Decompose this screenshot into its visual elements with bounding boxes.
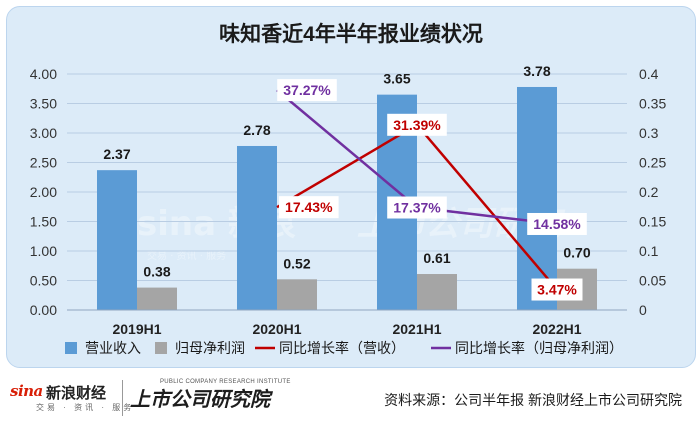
right-axis: 0 0.05 0.1 0.15 0.2 0.25 0.3 0.35 0.4 xyxy=(639,66,666,318)
bar-value-label: 0.70 xyxy=(563,245,590,261)
growth-label-box xyxy=(527,212,587,235)
right-tick-label: 0.35 xyxy=(639,96,666,112)
bars: 2.37 2.78 3.65 3.78 0.38 0.52 0.61 0.70 xyxy=(97,63,597,311)
chart-svg: 味知香近4年半年报业绩状况 sina 新浪 交易 · 资讯 · 服务 上市公司研… xyxy=(30,22,667,356)
left-tick-label: 1.00 xyxy=(30,243,57,259)
chart-title: 味知香近4年半年报业绩状况 xyxy=(219,22,483,46)
bar-value-label: 2.37 xyxy=(103,146,130,162)
left-tick-label: 2.50 xyxy=(30,155,57,171)
growth-label-box xyxy=(387,196,447,219)
x-axis: 2019H1 2020H1 2021H1 2022H1 xyxy=(67,309,627,337)
bar-value-label: 0.52 xyxy=(283,255,310,271)
left-tick-label: 4.00 xyxy=(30,66,57,82)
bar-value-label: 2.78 xyxy=(243,122,270,138)
bar-revenue xyxy=(517,86,557,310)
bar-net-profit xyxy=(137,287,177,310)
x-tick-label: 2020H1 xyxy=(252,321,301,337)
left-tick-label: 3.50 xyxy=(30,96,57,112)
left-tick-label: 0.50 xyxy=(30,273,57,289)
x-tick-label: 2022H1 xyxy=(532,321,581,337)
growth-label-box xyxy=(277,79,337,102)
source-note: 资料来源：公司半年报 新浪财经上市公司研究院 xyxy=(384,392,682,408)
logo-divider xyxy=(122,380,123,416)
bar-revenue xyxy=(97,170,137,310)
right-tick-label: 0.4 xyxy=(639,66,659,82)
bar-value-label: 3.78 xyxy=(523,63,550,79)
left-tick-label: 3.00 xyxy=(30,125,57,141)
growth-label-box xyxy=(531,278,583,301)
growth-value-label: 17.43% xyxy=(285,199,333,215)
research-logo-subtitle: PUBLIC COMPANY RESEARCH INSTITUTE xyxy=(160,379,291,385)
growth-value-label: 31.39% xyxy=(393,117,441,133)
footer: sina 新浪财经 交易 · 资讯 · 服务 PUBLIC COMPANY RE… xyxy=(0,372,700,427)
right-tick-label: 0.3 xyxy=(639,125,659,141)
watermark: sina 新浪 交易 · 资讯 · 服务 上市公司研究 xyxy=(137,204,566,262)
growth-value-label: 14.58% xyxy=(533,216,581,232)
chart-panel: 味知香近4年半年报业绩状况 sina 新浪 交易 · 资讯 · 服务 上市公司研… xyxy=(6,6,696,368)
bar-value-label: 0.38 xyxy=(143,264,170,280)
legend-label: 同比增长率（营收） xyxy=(279,340,405,356)
right-tick-label: 0 xyxy=(639,302,647,318)
left-tick-label: 2.00 xyxy=(30,184,57,200)
growth-value-label: 3.47% xyxy=(537,282,577,298)
bar-net-profit xyxy=(277,279,317,310)
sina-finance-logo: 新浪财经 xyxy=(46,384,107,402)
right-tick-label: 0.05 xyxy=(639,273,666,289)
bar-revenue xyxy=(237,145,277,310)
left-axis: 0.00 0.50 1.00 1.50 2.00 2.50 3.00 3.50 4.00 xyxy=(30,66,57,318)
lines: 17.43% 31.39% 3.47% 37.27% 17.37% 14.58% xyxy=(276,79,587,301)
left-tick-label: 0.00 xyxy=(30,302,57,318)
legend-swatch xyxy=(155,342,167,354)
left-tick-label: 1.50 xyxy=(30,214,57,230)
right-tick-label: 0.1 xyxy=(639,243,659,259)
growth-label-box xyxy=(387,113,447,136)
legend-label: 归母净利润 xyxy=(175,340,245,356)
x-tick-label: 2021H1 xyxy=(392,321,441,337)
right-tick-label: 0.15 xyxy=(639,214,666,230)
right-tick-label: 0.25 xyxy=(639,155,666,171)
legend-label: 营业收入 xyxy=(85,340,141,356)
sina-logo-subtitle: 交易 · 资讯 · 服务 xyxy=(36,403,135,412)
growth-value-label: 17.37% xyxy=(393,200,441,216)
bar-value-label: 3.65 xyxy=(383,71,410,87)
legend: 营业收入 归母净利润 同比增长率（营收） 同比增长率（归母净利润） xyxy=(65,340,623,356)
growth-value-label: 37.27% xyxy=(283,82,331,98)
sina-logo: sina xyxy=(10,382,43,400)
legend-label: 同比增长率（归母净利润） xyxy=(455,340,623,356)
bar-value-label: 0.61 xyxy=(423,250,450,266)
growth-label-box xyxy=(279,196,339,219)
legend-swatch xyxy=(65,342,77,354)
right-tick-label: 0.2 xyxy=(639,184,659,200)
bar-net-profit xyxy=(417,274,457,310)
watermark-sub: 交易 · 资讯 · 服务 xyxy=(147,249,226,262)
research-institute-logo: 上市公司研究院 xyxy=(130,387,270,411)
x-tick-label: 2019H1 xyxy=(112,321,161,337)
